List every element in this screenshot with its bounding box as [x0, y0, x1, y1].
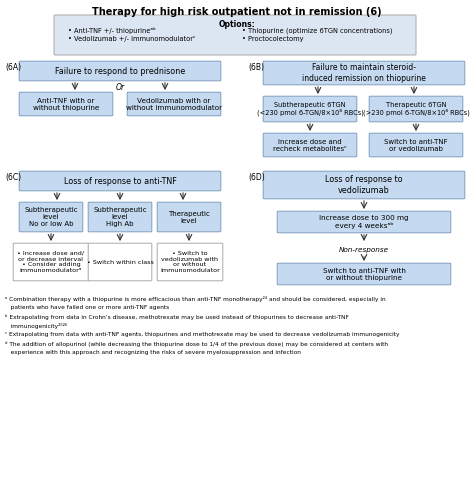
Text: Subtherapeutic
level
No or low Ab: Subtherapeutic level No or low Ab — [24, 207, 78, 227]
Text: • Vedolizumab +/- immunomodulatorᶜ: • Vedolizumab +/- immunomodulatorᶜ — [68, 36, 195, 42]
Text: ᶜ Extrapolating from data with anti-TNF agents, thiopurines and methotrexate may: ᶜ Extrapolating from data with anti-TNF … — [5, 332, 400, 337]
Text: Loss of response to anti-TNF: Loss of response to anti-TNF — [64, 176, 176, 186]
Text: Loss of response to
vedolizumab: Loss of response to vedolizumab — [325, 175, 403, 195]
FancyBboxPatch shape — [277, 263, 451, 285]
Text: (6A): (6A) — [5, 63, 21, 72]
Text: patients who have failed one or more anti-TNF agents: patients who have failed one or more ant… — [5, 305, 169, 310]
Text: • Proctocolectomy: • Proctocolectomy — [242, 36, 303, 42]
Text: (6C): (6C) — [5, 173, 21, 182]
FancyBboxPatch shape — [263, 133, 357, 157]
Text: Options:: Options: — [219, 20, 255, 29]
Text: (6B): (6B) — [248, 63, 264, 72]
Text: immunogenicity²⁵²⁶: immunogenicity²⁵²⁶ — [5, 323, 67, 329]
FancyBboxPatch shape — [54, 15, 416, 55]
FancyBboxPatch shape — [369, 96, 463, 122]
Text: experience with this approach and recognizing the risks of severe myelosuppressi: experience with this approach and recogn… — [5, 350, 301, 355]
FancyBboxPatch shape — [263, 61, 465, 85]
Text: Subtherapeutic 6TGN
(<230 pmol 6-TGN/8×10⁸ RBCs): Subtherapeutic 6TGN (<230 pmol 6-TGN/8×1… — [256, 102, 364, 116]
Text: Vedolizumab with or
without immunomodulator: Vedolizumab with or without immunomodula… — [126, 98, 222, 110]
FancyBboxPatch shape — [19, 61, 221, 81]
FancyBboxPatch shape — [88, 243, 152, 281]
Text: Therapeutic 6TGN
(>230 pmol 6-TGN/8×10⁸ RBCs): Therapeutic 6TGN (>230 pmol 6-TGN/8×10⁸ … — [363, 102, 469, 116]
Text: Therapy for high risk outpatient not in remission (6): Therapy for high risk outpatient not in … — [92, 7, 382, 17]
FancyBboxPatch shape — [263, 96, 357, 122]
Text: • Thiopurine (optimize 6TGN concentrations): • Thiopurine (optimize 6TGN concentratio… — [242, 27, 392, 34]
Text: • Switch to
vedolizumab with
or without
immunomodulator: • Switch to vedolizumab with or without … — [160, 251, 220, 273]
Text: ᵇ Extrapolating from data in Crohn’s disease, methotrexate may be used instead o: ᵇ Extrapolating from data in Crohn’s dis… — [5, 314, 349, 320]
Text: Switch to anti-TNF with
or without thiopurine: Switch to anti-TNF with or without thiop… — [323, 267, 405, 280]
Text: Anti-TNF with or
without thiopurine: Anti-TNF with or without thiopurine — [33, 98, 99, 110]
FancyBboxPatch shape — [369, 133, 463, 157]
Text: ᵃ Combination therapy with a thiopurine is more efficacious than anti-TNF monoth: ᵃ Combination therapy with a thiopurine … — [5, 296, 386, 302]
Text: • Anti-TNF +/- thiopurineᵃᵇ: • Anti-TNF +/- thiopurineᵃᵇ — [68, 27, 156, 34]
FancyBboxPatch shape — [19, 171, 221, 191]
Text: Non-response: Non-response — [339, 247, 389, 253]
Text: Subtherapeutic
level
High Ab: Subtherapeutic level High Ab — [93, 207, 147, 227]
Text: (6D): (6D) — [248, 173, 265, 182]
Text: Increase dose and
recheck metabolitesᶜ: Increase dose and recheck metabolitesᶜ — [273, 139, 347, 152]
Text: Increase dose to 300 mg
every 4 weeksᵃᵇ: Increase dose to 300 mg every 4 weeksᵃᵇ — [319, 215, 409, 229]
Text: • Switch within class: • Switch within class — [87, 260, 154, 264]
FancyBboxPatch shape — [19, 202, 83, 232]
Text: Or: Or — [116, 83, 125, 91]
FancyBboxPatch shape — [19, 92, 113, 116]
Text: • Increase dose and/
or decrease interval
• Consider adding
immunomodulatorᵃ: • Increase dose and/ or decrease interva… — [18, 251, 84, 273]
Text: Therapeutic
level: Therapeutic level — [168, 210, 210, 224]
FancyBboxPatch shape — [13, 243, 89, 281]
Text: Switch to anti-TNF
or vedolizumab: Switch to anti-TNF or vedolizumab — [384, 139, 448, 152]
Text: Failure to respond to prednisone: Failure to respond to prednisone — [55, 67, 185, 75]
Text: Failure to maintain steroid-
induced remission on thiopurine: Failure to maintain steroid- induced rem… — [302, 63, 426, 83]
FancyBboxPatch shape — [88, 202, 152, 232]
FancyBboxPatch shape — [263, 171, 465, 199]
Text: ᵈ The addition of allopurinol (while decreasing the thiopurine dose to 1/4 of th: ᵈ The addition of allopurinol (while dec… — [5, 341, 388, 347]
FancyBboxPatch shape — [277, 211, 451, 233]
FancyBboxPatch shape — [127, 92, 221, 116]
FancyBboxPatch shape — [157, 202, 221, 232]
FancyBboxPatch shape — [157, 243, 223, 281]
